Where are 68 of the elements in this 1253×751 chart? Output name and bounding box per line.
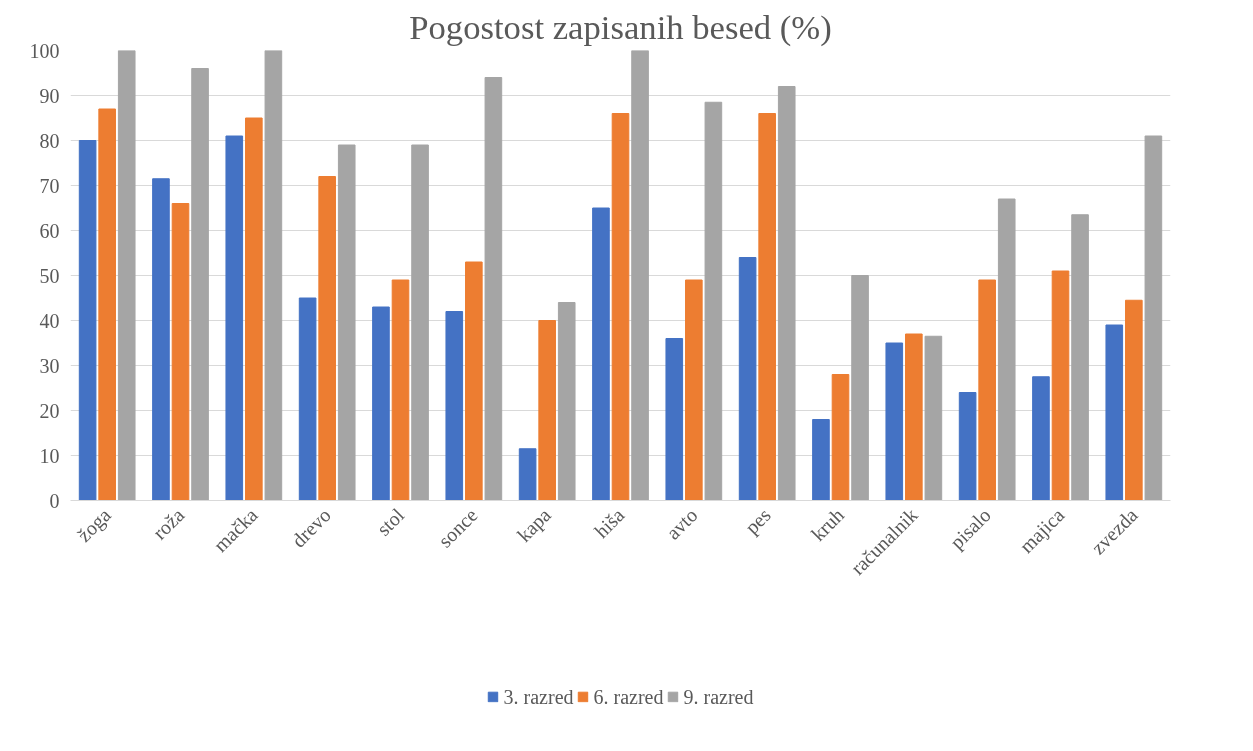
x-tick-label: avto xyxy=(661,503,702,544)
x-tick-label: hiša xyxy=(589,503,629,543)
bar xyxy=(411,144,429,501)
bar xyxy=(518,448,537,501)
x-tick-label: stol xyxy=(372,503,409,540)
bar xyxy=(1071,214,1089,501)
bar xyxy=(631,50,649,501)
bar xyxy=(704,101,723,501)
bar xyxy=(978,279,996,501)
bar xyxy=(98,108,116,501)
x-tick-label: kruh xyxy=(806,503,849,546)
bar xyxy=(851,275,869,501)
x-tick-label: roža xyxy=(148,503,189,544)
bar xyxy=(885,342,904,501)
bar xyxy=(592,207,610,501)
chart-title: Pogostost zapisanih besed (%) xyxy=(409,7,832,47)
legend-label: 9. razred xyxy=(683,685,754,708)
bar xyxy=(171,203,190,501)
y-tick-label: 20 xyxy=(39,399,60,422)
y-tick-label: 80 xyxy=(39,129,60,152)
bar xyxy=(777,86,796,501)
bar xyxy=(191,68,209,501)
y-tick-label: 10 xyxy=(39,444,60,467)
y-tick-label: 50 xyxy=(39,264,60,287)
y-tick-label: 0 xyxy=(49,489,60,512)
bar xyxy=(337,144,356,501)
bar xyxy=(924,335,943,501)
bar xyxy=(685,279,703,501)
y-tick-label: 60 xyxy=(39,219,60,242)
bar xyxy=(905,333,923,501)
y-tick-label: 100 xyxy=(29,39,60,62)
bar xyxy=(225,135,244,501)
bar xyxy=(264,50,283,501)
bar xyxy=(445,311,464,501)
bar xyxy=(245,117,263,501)
bar xyxy=(958,392,977,501)
bar xyxy=(538,320,556,501)
bar xyxy=(152,178,170,501)
y-tick-label: 70 xyxy=(39,174,60,197)
bar xyxy=(665,338,684,501)
bar xyxy=(78,140,97,501)
bar xyxy=(117,50,136,501)
bar xyxy=(1032,376,1050,501)
legend-label: 3. razred xyxy=(503,685,574,708)
legend-label: 6. razred xyxy=(593,685,664,708)
bar xyxy=(1144,135,1163,501)
bar xyxy=(298,297,317,501)
bar xyxy=(831,374,850,501)
x-tick-label: pes xyxy=(740,503,776,539)
bar xyxy=(1105,324,1124,501)
bar xyxy=(484,77,503,501)
bar xyxy=(758,113,776,501)
bar xyxy=(997,198,1016,501)
bar xyxy=(1125,299,1143,501)
bar xyxy=(557,302,576,501)
bar xyxy=(391,279,410,501)
bar xyxy=(812,419,830,501)
bar xyxy=(1051,270,1070,501)
bar xyxy=(318,176,336,501)
y-tick-label: 30 xyxy=(39,354,60,377)
x-tick-label: žoga xyxy=(72,503,116,547)
bar xyxy=(738,257,757,501)
bar xyxy=(465,261,483,501)
bar xyxy=(611,113,630,501)
x-tick-label: kapa xyxy=(512,503,556,547)
bar xyxy=(372,306,390,501)
y-tick-label: 40 xyxy=(39,309,60,332)
y-tick-label: 90 xyxy=(39,84,60,107)
